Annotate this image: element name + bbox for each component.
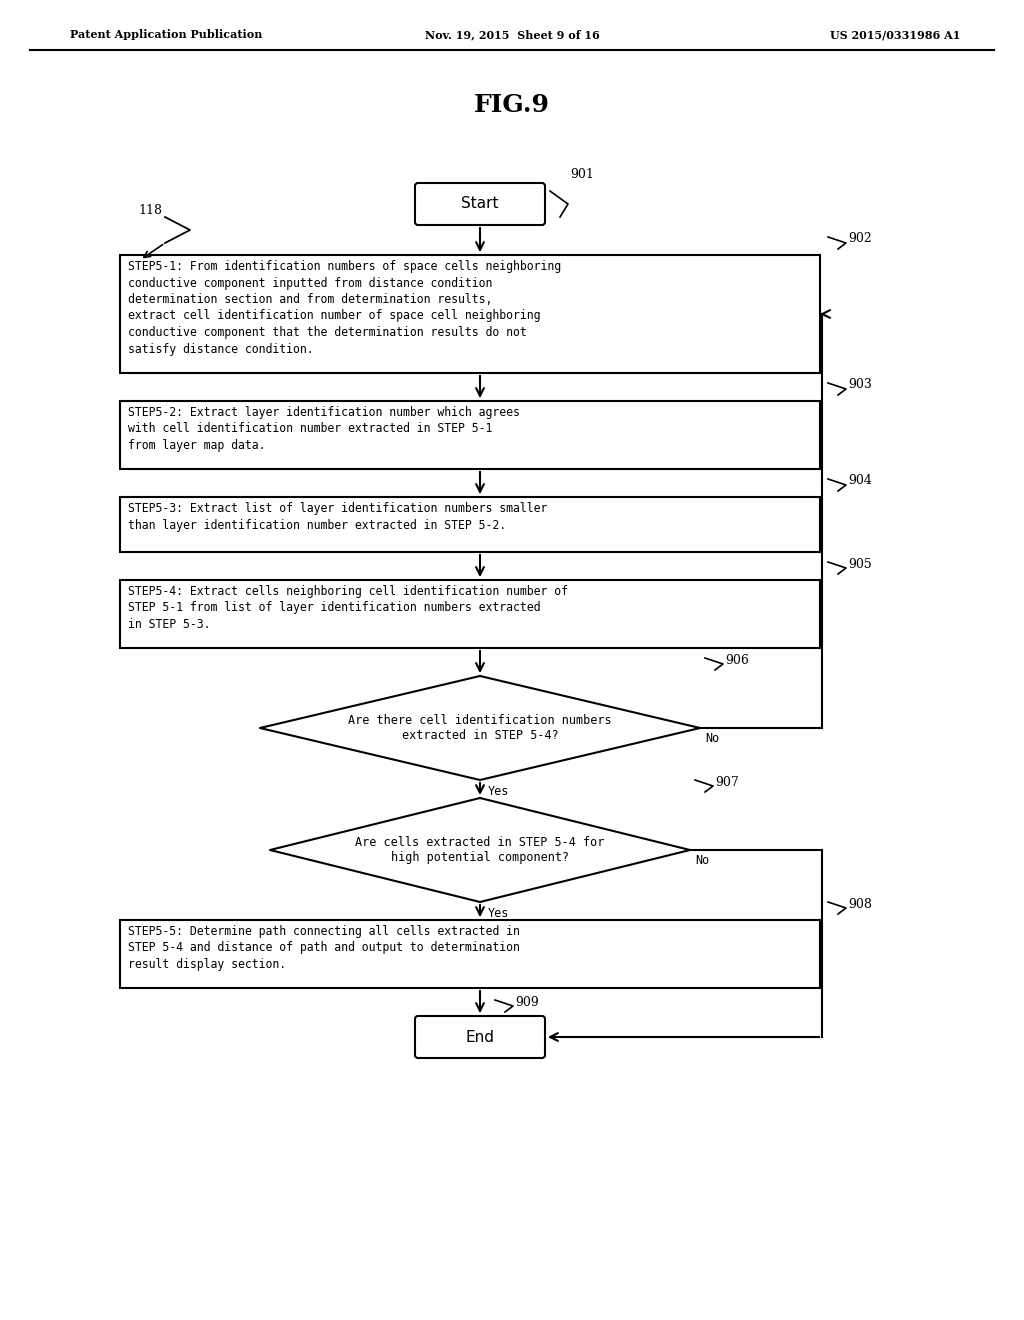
Text: STEP5-3: Extract list of layer identification numbers smaller
than layer identif: STEP5-3: Extract list of layer identific… [128, 502, 548, 532]
FancyBboxPatch shape [415, 183, 545, 224]
Text: US 2015/0331986 A1: US 2015/0331986 A1 [829, 29, 961, 41]
Text: No: No [705, 731, 719, 744]
Text: STEP5-1: From identification numbers of space cells neighboring
conductive compo: STEP5-1: From identification numbers of … [128, 260, 561, 355]
Text: Nov. 19, 2015  Sheet 9 of 16: Nov. 19, 2015 Sheet 9 of 16 [425, 29, 599, 41]
FancyBboxPatch shape [415, 1016, 545, 1059]
Text: Are cells extracted in STEP 5-4 for
high potential component?: Are cells extracted in STEP 5-4 for high… [355, 836, 605, 865]
Text: No: No [695, 854, 710, 866]
Text: STEP5-4: Extract cells neighboring cell identification number of
STEP 5-1 from l: STEP5-4: Extract cells neighboring cell … [128, 585, 568, 631]
Bar [120, 579, 820, 648]
Text: STEP5-2: Extract layer identification number which agrees
with cell identificati: STEP5-2: Extract layer identification nu… [128, 407, 520, 451]
Text: 906: 906 [725, 653, 749, 667]
Text: End: End [466, 1030, 495, 1044]
Text: 903: 903 [848, 379, 871, 392]
Text: 118: 118 [138, 203, 162, 216]
Bar [120, 255, 820, 374]
Text: Start: Start [461, 197, 499, 211]
Text: 908: 908 [848, 898, 871, 911]
Text: FIG.9: FIG.9 [474, 92, 550, 117]
Text: 904: 904 [848, 474, 871, 487]
Text: 902: 902 [848, 232, 871, 246]
Text: 907: 907 [715, 776, 738, 788]
Bar [120, 401, 820, 469]
Bar [120, 498, 820, 552]
Bar [120, 920, 820, 987]
Text: Are there cell identification numbers
extracted in STEP 5-4?: Are there cell identification numbers ex… [348, 714, 611, 742]
Text: Yes: Yes [488, 907, 509, 920]
Text: 901: 901 [570, 169, 594, 181]
Text: 905: 905 [848, 557, 871, 570]
Text: Yes: Yes [488, 785, 509, 799]
Text: STEP5-5: Determine path connecting all cells extracted in
STEP 5-4 and distance : STEP5-5: Determine path connecting all c… [128, 925, 520, 972]
Text: 909: 909 [515, 995, 539, 1008]
Text: Patent Application Publication: Patent Application Publication [70, 29, 262, 41]
